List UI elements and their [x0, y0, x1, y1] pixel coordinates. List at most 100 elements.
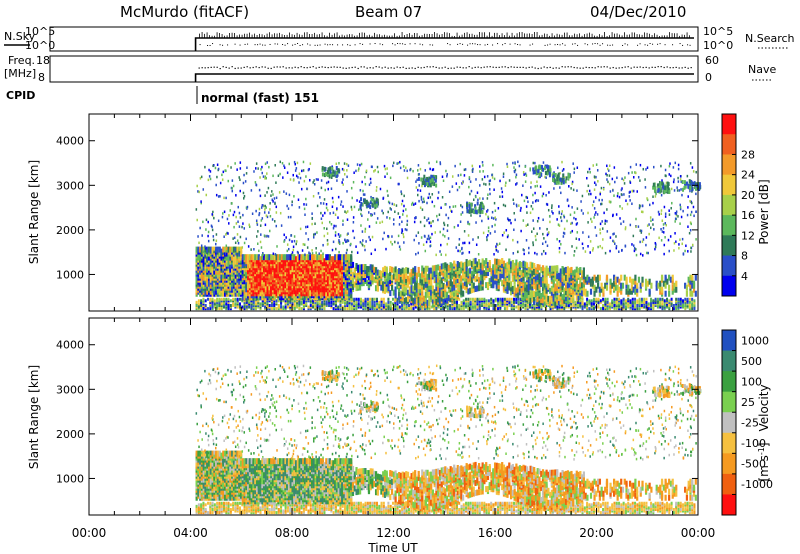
- power-cell: [316, 302, 319, 306]
- power-cell: [447, 294, 451, 301]
- power-cell: [497, 277, 500, 284]
- power-cell: [312, 302, 315, 306]
- power-cell: [522, 303, 525, 307]
- power-cell: [538, 297, 541, 301]
- nave-dot: [648, 67, 650, 69]
- power-cell: [541, 297, 545, 304]
- nave-dot: [585, 66, 587, 68]
- power-cell: [403, 305, 406, 309]
- power-cell: [536, 284, 539, 291]
- power-cell: [636, 190, 639, 193]
- power-cell: [401, 305, 404, 309]
- power-cell: [318, 254, 321, 261]
- power-cell: [233, 210, 236, 214]
- power-cell: [523, 199, 526, 203]
- nave-dot: [462, 67, 464, 69]
- power-cell: [652, 305, 655, 309]
- power-cell: [506, 307, 509, 311]
- power-cell: [604, 305, 607, 309]
- power-cell: [275, 302, 278, 306]
- power-cell: [257, 299, 260, 303]
- power-cell: [252, 303, 255, 307]
- power-cell: [522, 274, 525, 281]
- power-cell: [668, 213, 671, 216]
- power-cell: [259, 240, 262, 244]
- power-cell: [376, 283, 379, 290]
- power-cell: [383, 269, 387, 276]
- power-cell: [570, 286, 573, 293]
- power-cell: [467, 300, 470, 304]
- power-cell: [236, 302, 239, 306]
- nave-dot: [441, 67, 443, 69]
- nave-dot: [444, 66, 446, 68]
- nave-dot: [612, 66, 614, 69]
- power-cell: [417, 266, 420, 273]
- power-cell: [687, 206, 689, 209]
- power-cell: [314, 286, 317, 293]
- power-cell: [469, 303, 472, 307]
- nsearch-dot: [607, 44, 609, 46]
- nave-dot: [276, 66, 278, 68]
- power-cell: [487, 305, 490, 309]
- power-cell: [565, 266, 568, 273]
- nave-dot: [456, 66, 458, 68]
- power-cell: [232, 246, 236, 253]
- power-cell: [330, 305, 333, 309]
- nave-dot: [690, 67, 692, 69]
- nave-dot: [483, 66, 485, 68]
- power-cell: [373, 266, 376, 273]
- power-cell: [430, 221, 432, 224]
- power-cell: [584, 276, 587, 283]
- power-cell: [238, 305, 241, 309]
- power-cell: [316, 303, 319, 307]
- power-cell: [309, 288, 312, 295]
- power-cell: [219, 181, 222, 185]
- power-cell: [467, 302, 470, 306]
- power-cell: [515, 287, 518, 294]
- nsearch-dot: [649, 43, 651, 45]
- power-cell: [387, 297, 390, 301]
- power-cell: [526, 302, 529, 306]
- power-cell: [394, 300, 397, 304]
- power-cell: [435, 253, 437, 257]
- power-cell: [382, 305, 385, 309]
- nsearch-dot: [219, 44, 221, 46]
- power-cell: [234, 162, 236, 165]
- power-cell: [689, 282, 692, 289]
- power-cell: [519, 300, 522, 304]
- nave-dot: [594, 67, 596, 69]
- power-cell: [222, 246, 225, 253]
- power-cell: [502, 278, 506, 285]
- nave-dot: [555, 67, 557, 69]
- nsearch-dot: [622, 44, 624, 46]
- power-cell: [271, 274, 275, 281]
- power-cell: [387, 307, 390, 311]
- power-cell: [616, 284, 619, 291]
- power-cell: [314, 307, 317, 311]
- power-cell: [250, 189, 253, 192]
- power-cell: [209, 264, 212, 271]
- power-cell: [421, 307, 424, 311]
- power-cell: [575, 294, 578, 301]
- nave-dot: [678, 67, 680, 69]
- power-cell: [671, 284, 674, 291]
- power-cell: [309, 303, 312, 307]
- power-cell: [289, 276, 292, 283]
- power-cell: [561, 272, 564, 279]
- power-cell: [573, 269, 577, 276]
- power-cell: [225, 250, 228, 257]
- power-cell: [485, 282, 488, 289]
- power-cell: [273, 302, 276, 306]
- nave-dot: [288, 67, 290, 69]
- power-cell: [428, 295, 431, 302]
- power-cell: [559, 186, 561, 189]
- power-cell: [572, 303, 575, 307]
- power-cell: [403, 299, 406, 303]
- power-cell: [691, 166, 694, 169]
- power-cell: [463, 261, 466, 268]
- power-cell: [428, 267, 431, 274]
- power-cell: [307, 305, 310, 309]
- power-cell: [557, 280, 561, 287]
- nave-dot: [249, 67, 251, 69]
- power-cell: [490, 300, 493, 304]
